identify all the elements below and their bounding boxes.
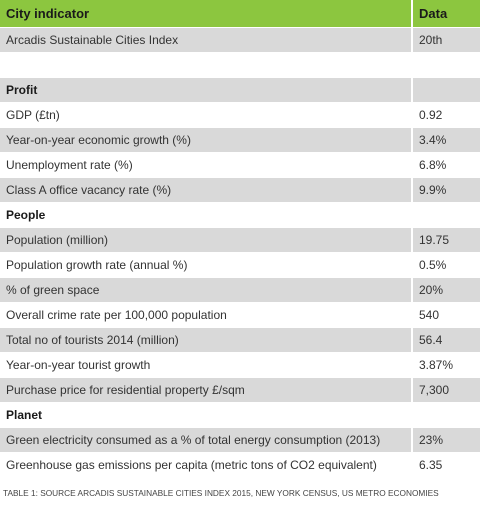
indicator-value: 7,300 xyxy=(411,377,480,403)
table-row: Greenhouse gas emissions per capita (met… xyxy=(0,452,480,478)
table-row: Planet xyxy=(0,402,480,428)
empty-cell xyxy=(411,402,480,428)
indicator-label: Year-on-year tourist growth xyxy=(0,352,412,378)
indicator-value: 3.4% xyxy=(411,127,480,153)
indicator-label: % of green space xyxy=(0,277,412,303)
table-row: Population (million) 19.75 xyxy=(0,227,480,253)
indicator-value: 6.8% xyxy=(411,152,480,178)
indicator-value: 3.87% xyxy=(411,352,480,378)
header-cell: Data xyxy=(411,0,480,28)
table-row: Year-on-year tourist growth 3.87% xyxy=(0,352,480,378)
table-row: % of green space 20% xyxy=(0,277,480,303)
table-row: Purchase price for residential property … xyxy=(0,377,480,403)
indicator-label: GDP (£tn) xyxy=(0,102,412,128)
header-row: City indicator Data xyxy=(0,0,480,28)
indicator-value: 0.92 xyxy=(411,102,480,128)
indicator-label: Overall crime rate per 100,000 populatio… xyxy=(0,302,412,328)
caption: TABLE 1: SOURCE ARCADIS SUSTAINABLE CITI… xyxy=(3,488,439,498)
indicator-label: Purchase price for residential property … xyxy=(0,377,412,403)
table-row: GDP (£tn) 0.92 xyxy=(0,102,480,128)
table-row: Profit xyxy=(0,77,480,103)
indicator-label: Green electricity consumed as a % of tot… xyxy=(0,427,412,453)
indicator-label: Unemployment rate (%) xyxy=(0,152,412,178)
table-row: Class A office vacancy rate (%) 9.9% xyxy=(0,177,480,203)
table-row: Green electricity consumed as a % of tot… xyxy=(0,427,480,453)
indicator-table: City indicator Data Arcadis Sustainable … xyxy=(0,0,480,478)
indicator-value: 20th xyxy=(411,27,480,53)
spacer-row xyxy=(0,52,480,78)
table-row: People xyxy=(0,202,480,228)
indicator-value: 0.5% xyxy=(411,252,480,278)
empty-cell xyxy=(411,77,480,103)
section-label: Profit xyxy=(0,77,412,103)
empty-cell xyxy=(0,52,412,78)
indicator-label: Population growth rate (annual %) xyxy=(0,252,412,278)
indicator-label: Arcadis Sustainable Cities Index xyxy=(0,27,412,53)
section-label: Planet xyxy=(0,402,412,428)
table-row: Overall crime rate per 100,000 populatio… xyxy=(0,302,480,328)
table-row: Population growth rate (annual %) 0.5% xyxy=(0,252,480,278)
indicator-value: 19.75 xyxy=(411,227,480,253)
indicator-value: 20% xyxy=(411,277,480,303)
table-row: Total no of tourists 2014 (million) 56.4 xyxy=(0,327,480,353)
indicator-label: Greenhouse gas emissions per capita (met… xyxy=(0,452,412,478)
indicator-label: Class A office vacancy rate (%) xyxy=(0,177,412,203)
table-row: Unemployment rate (%) 6.8% xyxy=(0,152,480,178)
indicator-label: Total no of tourists 2014 (million) xyxy=(0,327,412,353)
empty-cell xyxy=(411,52,480,78)
indicator-value: 56.4 xyxy=(411,327,480,353)
empty-cell xyxy=(411,202,480,228)
section-label: People xyxy=(0,202,412,228)
table-body: Arcadis Sustainable Cities Index 20th Prof… xyxy=(0,27,480,478)
indicator-value: 6.35 xyxy=(411,452,480,478)
header-cell: City indicator xyxy=(0,0,412,28)
indicator-label: Population (million) xyxy=(0,227,412,253)
indicator-value: 23% xyxy=(411,427,480,453)
indicator-value: 9.9% xyxy=(411,177,480,203)
table-row: Arcadis Sustainable Cities Index 20th xyxy=(0,27,480,53)
indicator-value: 540 xyxy=(411,302,480,328)
table-row: Year-on-year economic growth (%) 3.4% xyxy=(0,127,480,153)
indicator-label: Year-on-year economic growth (%) xyxy=(0,127,412,153)
